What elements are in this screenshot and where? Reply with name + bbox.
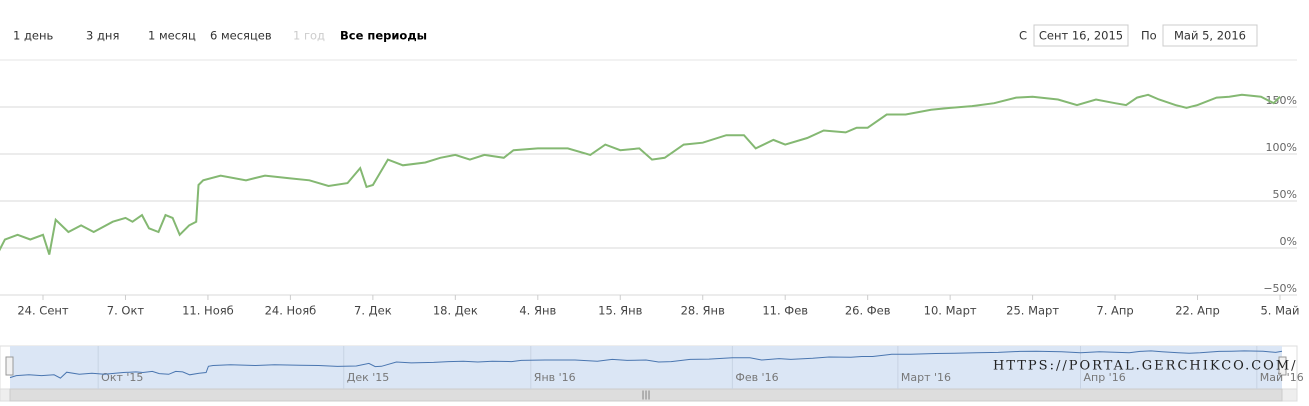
range-button[interactable]: 1 месяц (148, 29, 196, 43)
range-button[interactable]: 3 дня (86, 29, 119, 43)
x-tick-label: 11. Нояб (182, 304, 234, 318)
range-button[interactable]: Все периоды (340, 29, 427, 43)
navigator-tick-label: Янв '16 (534, 371, 576, 384)
to-label: По (1141, 29, 1157, 43)
x-tick-label: 7. Апр (1096, 304, 1133, 318)
y-tick-label: −50% (1263, 282, 1297, 295)
range-button[interactable]: 6 месяцев (210, 29, 272, 43)
navigator-tick-label: Май '16 (1260, 371, 1304, 384)
to-input[interactable] (1162, 24, 1258, 47)
x-tick-label: 24. Сент (17, 304, 69, 318)
x-tick-label: 25. Март (1006, 304, 1059, 318)
x-tick-label: 10. Март (924, 304, 977, 318)
y-tick-label: 50% (1273, 188, 1297, 201)
watermark: HTTPS://PORTAL.GERCHIKCO.COM/ (993, 359, 1298, 374)
range-button: 1 год (293, 29, 325, 43)
from-input[interactable] (1033, 24, 1129, 47)
navigator-tick-label: Фев '16 (735, 371, 778, 384)
navigator-handle[interactable] (5, 356, 14, 376)
range-button[interactable]: 1 день (13, 29, 54, 43)
x-tick-label: 7. Дек (354, 304, 392, 318)
from-value[interactable]: Сент 16, 2015 (1039, 29, 1123, 43)
navigator-tick-label: Окт '15 (101, 371, 143, 384)
x-tick-label: 15. Янв (598, 304, 642, 318)
to-value[interactable]: Май 5, 2016 (1174, 29, 1246, 43)
x-tick-label: 22. Апр (1175, 304, 1220, 318)
x-tick-label: 18. Дек (433, 304, 478, 318)
x-tick-label: 7. Окт (107, 304, 145, 318)
x-tick-label: 11. Фев (762, 304, 808, 318)
navigator-tick-label: Дек '15 (347, 371, 390, 384)
navigator-line (9, 350, 1283, 379)
x-tick-label: 28. Янв (681, 304, 725, 318)
series-line (0, 93, 1281, 255)
navigator-tick-label: Март '16 (901, 371, 951, 384)
x-tick-label: 24. Нояб (265, 304, 317, 318)
scrollbar-thumb[interactable] (9, 388, 1283, 402)
y-tick-label: 0% (1280, 235, 1297, 248)
from-label: С (1019, 29, 1027, 43)
navigator-selection[interactable] (10, 346, 1282, 389)
scrollbar-grip: ||| (641, 391, 650, 401)
y-tick-label: 100% (1266, 141, 1297, 154)
navigator-handle[interactable] (1278, 356, 1287, 376)
x-tick-label: 4. Янв (519, 304, 556, 318)
navigator-tick-label: Апр '16 (1083, 371, 1125, 384)
x-tick-label: 26. Фев (845, 304, 891, 318)
x-tick-label: 5. Май (1260, 304, 1299, 318)
